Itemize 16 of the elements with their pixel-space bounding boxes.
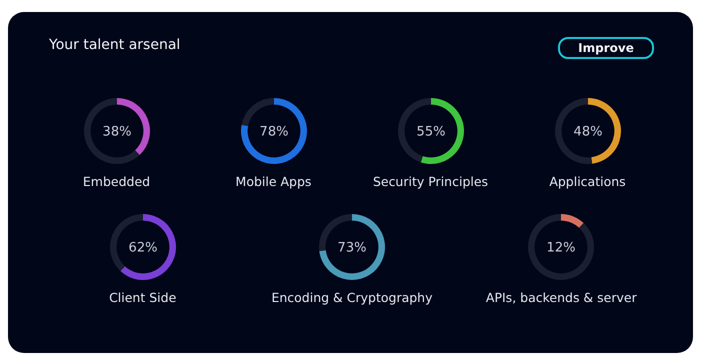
text: Security Principles [372,174,488,189]
text: 38% [102,124,131,140]
text: 78% [259,124,288,140]
text: Applications [549,174,626,189]
text: Embedded [82,174,150,189]
text: 48% [573,124,602,140]
improve-button: Improve [558,37,654,59]
text: 62% [128,240,158,256]
text: 55% [416,124,445,140]
text: Client Side [109,290,176,305]
text: APIs, backends & server [486,290,637,305]
text: Mobile Apps [236,174,312,189]
text: Encoding & Cryptography [271,290,433,305]
text: 73% [338,240,366,256]
text: 12% [546,240,576,256]
text: Your talent arsenal [49,37,180,53]
